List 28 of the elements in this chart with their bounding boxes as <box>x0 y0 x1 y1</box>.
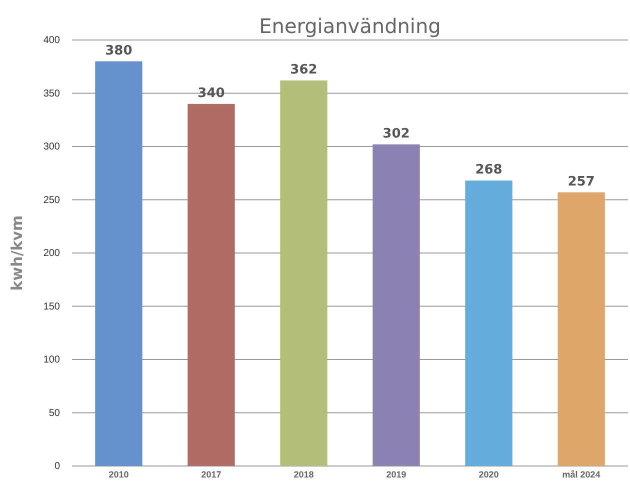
data-label: 268 <box>475 162 502 178</box>
y-tick-label: 100 <box>43 354 60 366</box>
x-tick-label: 2017 <box>201 469 222 480</box>
y-tick-label: 150 <box>43 301 60 312</box>
x-tick-label: 2019 <box>386 469 406 480</box>
y-tick-label: 250 <box>43 194 60 206</box>
chart-title: Energianvändning <box>259 14 441 38</box>
x-tick-label: 2010 <box>108 469 129 480</box>
x-tick-label: 2020 <box>478 469 499 480</box>
data-label: 362 <box>290 62 318 78</box>
x-tick-label: mål 2024 <box>562 469 600 480</box>
y-tick-label: 400 <box>43 35 60 46</box>
bar <box>372 144 420 466</box>
y-tick-label: 300 <box>43 142 60 153</box>
x-tick-label: 2018 <box>294 469 314 480</box>
data-label: 257 <box>568 174 595 190</box>
y-tick-label: 350 <box>43 88 60 100</box>
y-tick-label: 0 <box>54 461 60 472</box>
y-axis-title: kwh/kvm <box>8 215 26 291</box>
data-label: 302 <box>382 126 410 142</box>
bar <box>95 61 142 466</box>
bar <box>465 180 512 466</box>
bar <box>188 104 235 466</box>
data-label: 380 <box>105 43 132 58</box>
bar <box>558 192 605 466</box>
y-tick-label: 50 <box>48 408 60 419</box>
bar <box>280 80 328 466</box>
y-tick-label: 200 <box>43 248 60 260</box>
